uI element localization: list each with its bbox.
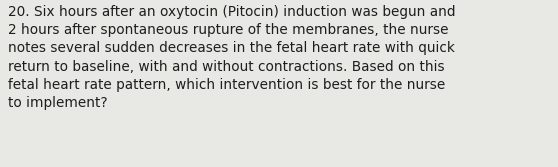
Text: 20. Six hours after an oxytocin (Pitocin) induction was begun and
2 hours after : 20. Six hours after an oxytocin (Pitocin…	[8, 5, 456, 110]
